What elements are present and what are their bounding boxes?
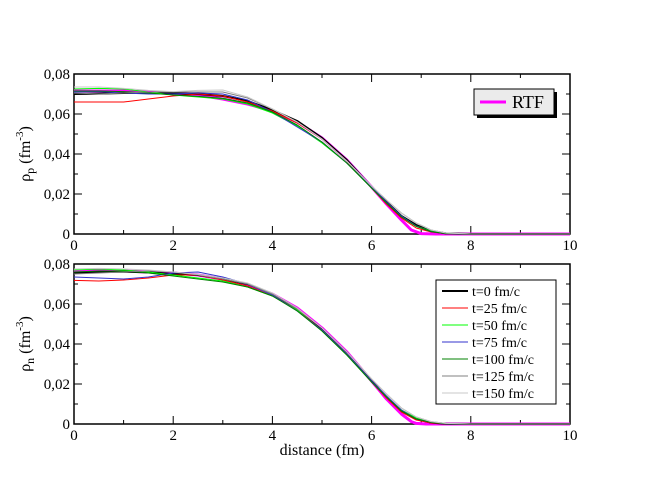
x-tick-label: 0 bbox=[70, 238, 78, 254]
bottom-x-axis-title: distance (fm) bbox=[280, 442, 365, 459]
series-line bbox=[73, 267, 570, 425]
series-line bbox=[73, 270, 570, 425]
bottom-y-tick-labels: 0 0,02 0,04 0,06 0,08 bbox=[44, 257, 71, 433]
y-tick-label: 0,08 bbox=[44, 257, 70, 273]
x-tick-label: 8 bbox=[467, 428, 475, 444]
x-tick-label: 4 bbox=[269, 428, 277, 444]
x-tick-label: 0 bbox=[70, 428, 78, 444]
y-tick-label: 0,08 bbox=[44, 67, 70, 83]
bottom-y-axis-title: ρn(fm-3) bbox=[14, 316, 37, 372]
legend-label: t=125 fm/c bbox=[472, 370, 534, 385]
series-line bbox=[74, 90, 570, 235]
x-tick-label: 10 bbox=[563, 428, 578, 444]
top-y-axis-title: ρp(fm-3) bbox=[14, 126, 37, 182]
legend-label: t=100 fm/c bbox=[472, 353, 534, 368]
x-tick-label: 6 bbox=[368, 428, 376, 444]
y-tick-label: 0,04 bbox=[44, 337, 71, 353]
legend-label: t=50 fm/c bbox=[472, 319, 527, 334]
x-tick-label: 2 bbox=[169, 238, 177, 254]
top-legend: RTF bbox=[473, 88, 557, 118]
top-series-lines bbox=[73, 86, 570, 236]
x-tick-label: 4 bbox=[269, 238, 277, 254]
y-tick-label: 0 bbox=[63, 227, 71, 243]
legend-label: t=75 fm/c bbox=[472, 336, 527, 351]
y-tick-label: 0,02 bbox=[44, 187, 70, 203]
bottom-legend: t=0 fm/c t=25 fm/c t=50 fm/c t=75 fm/c t=100… bbox=[435, 279, 557, 405]
x-tick-label: 10 bbox=[563, 238, 578, 254]
x-tick-label: 6 bbox=[368, 238, 376, 254]
y-tick-label: 0,02 bbox=[44, 377, 70, 393]
series-line bbox=[74, 86, 570, 235]
y-tick-label: 0,04 bbox=[44, 147, 71, 163]
y-tick-label: 0,06 bbox=[44, 107, 71, 123]
top-chart-proton-density: 0 2 4 6 8 10 0 0,02 0,04 0,06 0,08 ρp(fm-3) RTF bbox=[14, 67, 578, 254]
y-tick-label: 0 bbox=[63, 417, 71, 433]
bottom-chart-neutron-density: 0 2 4 6 8 10 0 0,02 0,04 0,06 0,08 ρn(fm-3) dista… bbox=[14, 257, 578, 459]
top-x-tick-labels: 0 2 4 6 8 10 bbox=[70, 238, 577, 254]
x-tick-label: 8 bbox=[467, 238, 475, 254]
bottom-x-tick-labels: 0 2 4 6 8 10 bbox=[70, 428, 577, 444]
legend-label: RTF bbox=[512, 92, 544, 112]
legend-label: t=0 fm/c bbox=[472, 285, 520, 300]
legend-label: t=150 fm/c bbox=[472, 387, 534, 402]
y-tick-label: 0,06 bbox=[44, 297, 71, 313]
top-y-tick-labels: 0 0,02 0,04 0,06 0,08 bbox=[44, 67, 71, 243]
legend-label: t=25 fm/c bbox=[472, 302, 527, 317]
bottom-series-lines bbox=[73, 267, 570, 426]
bottom-ticks bbox=[73, 263, 571, 425]
x-tick-label: 2 bbox=[169, 428, 177, 444]
